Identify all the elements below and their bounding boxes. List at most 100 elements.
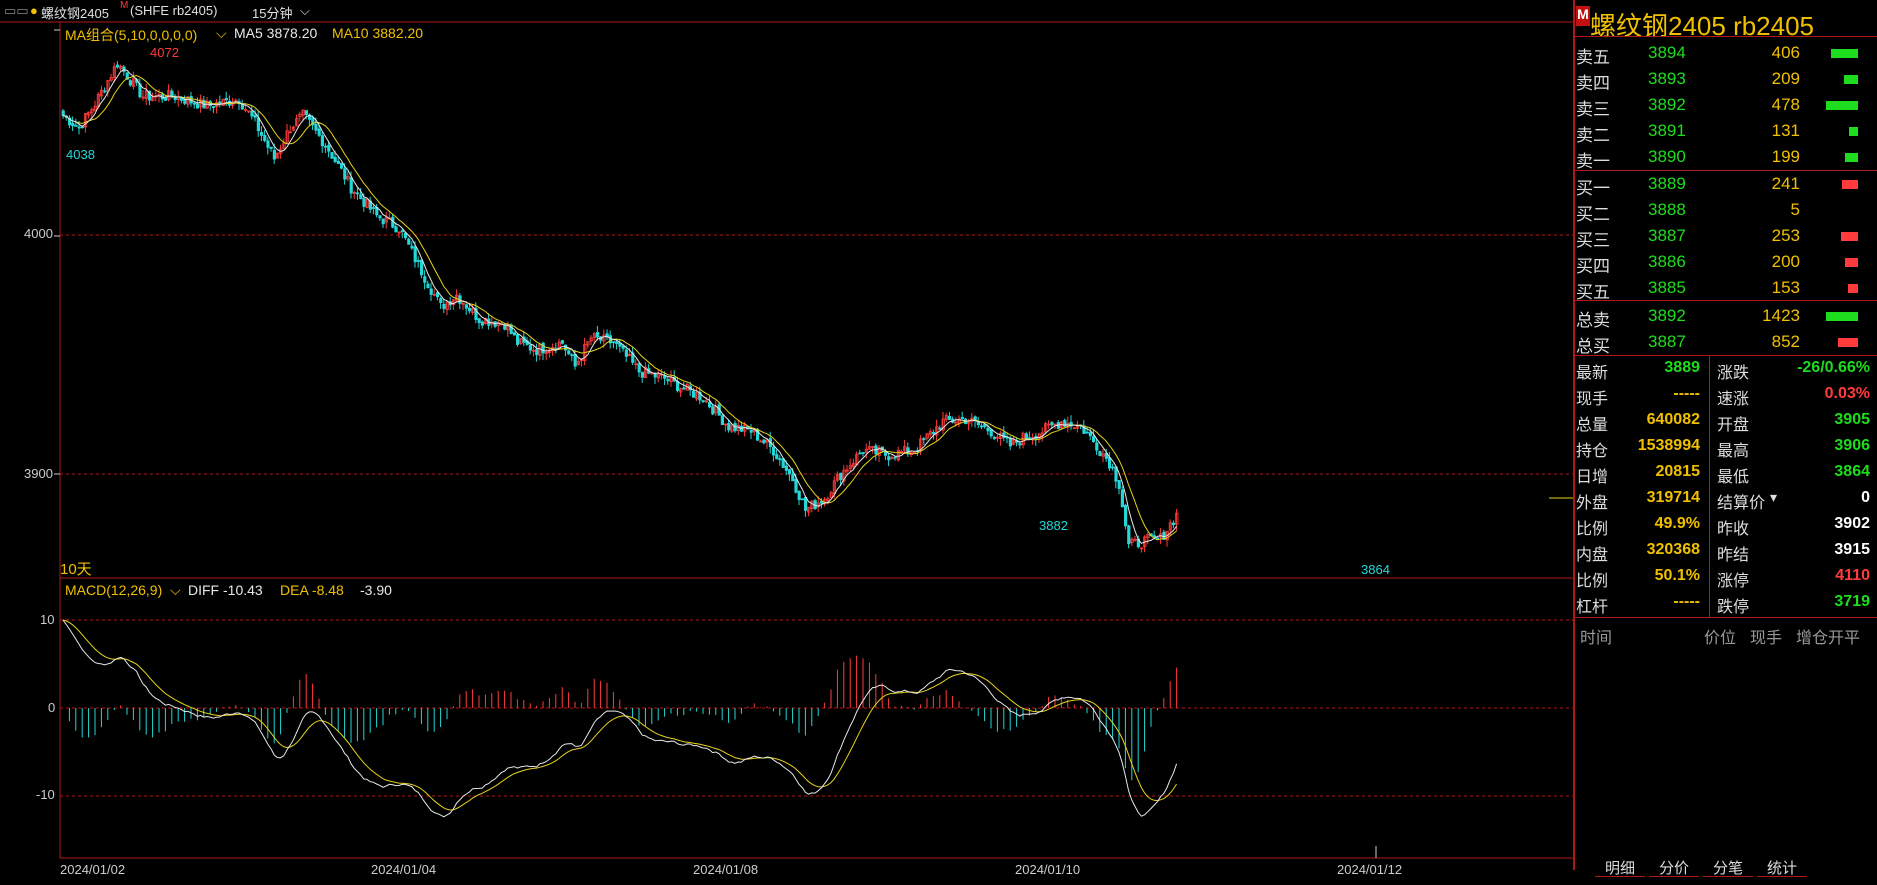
candle-body	[877, 447, 881, 456]
tab-tick[interactable]: 分笔	[1703, 857, 1753, 877]
macd-indicator-label[interactable]: MACD(12,26,9)	[65, 582, 163, 598]
ob-volume-bar	[1826, 101, 1858, 110]
candle-body	[1024, 433, 1028, 440]
candle-body	[541, 342, 545, 354]
candle-body	[471, 307, 475, 313]
stat-row: 比例 49.9% 昨收 3902	[1576, 512, 1874, 538]
annotation-low-right: 3864	[1361, 562, 1390, 577]
candle-body	[845, 469, 849, 472]
candle-body	[967, 421, 971, 425]
candle-body	[679, 388, 683, 393]
candle-body	[1092, 436, 1096, 442]
ob-volume: 406	[1771, 43, 1800, 62]
stat-value: 3889	[1664, 359, 1700, 376]
candle-body	[224, 98, 228, 101]
stat-row: 杠杆 ----- 跌停 3719	[1576, 590, 1874, 616]
candle-body	[362, 198, 366, 207]
bid-level-3[interactable]: 买三 3887 253	[1576, 223, 1874, 250]
candle-body	[1040, 432, 1044, 436]
tab-detail[interactable]: 明细	[1595, 857, 1645, 877]
candle-body	[644, 366, 648, 379]
bid-level-1[interactable]: 买一 3889 241	[1576, 171, 1874, 198]
stat-value: 3906	[1834, 437, 1870, 454]
chevron-down-icon[interactable]: ▾	[1770, 489, 1778, 505]
candle-body	[410, 245, 414, 249]
candle-body	[708, 401, 712, 408]
candle-body	[192, 102, 196, 105]
candle-body	[371, 207, 376, 209]
tab-price-distribution[interactable]: 分价	[1649, 857, 1699, 877]
ask-level-2[interactable]: 卖二 3891 131	[1576, 118, 1874, 145]
candle-body	[68, 117, 72, 126]
candle-body	[314, 123, 318, 131]
ob-volume: 253	[1771, 226, 1800, 245]
candle-body	[986, 427, 990, 432]
candle-body	[1028, 437, 1032, 440]
candle-body	[848, 465, 853, 470]
candle-body	[256, 117, 261, 132]
ob-volume-bar	[1831, 49, 1858, 58]
macd-y-label-10: 10	[40, 612, 55, 627]
market-mark-badge: M	[1576, 6, 1590, 26]
candle-body	[378, 215, 382, 219]
candle-body	[868, 446, 872, 450]
candle-body	[634, 363, 638, 366]
kline-chart-canvas[interactable]	[0, 0, 1573, 885]
candle-body	[128, 80, 132, 86]
candle-body	[938, 427, 942, 430]
stat-value: 20815	[1655, 463, 1701, 480]
candle-body	[288, 131, 293, 134]
candle-body	[922, 438, 926, 441]
candle-body	[1168, 522, 1172, 531]
ma-indicator-label[interactable]: MA组合(5,10,0,0,0,0)	[65, 27, 198, 43]
stat-label: 昨结	[1717, 547, 1750, 564]
ask-level-5[interactable]: 卖五 3894 406	[1576, 40, 1874, 67]
candle-body	[810, 500, 814, 510]
ask-level-4[interactable]: 卖四 3893 209	[1576, 66, 1874, 93]
stat-value: 50.1%	[1654, 567, 1700, 584]
annotation-high: 4072	[150, 45, 179, 60]
candle-body	[1152, 535, 1156, 538]
tab-statistics[interactable]: 统计	[1757, 857, 1807, 877]
candle-body	[61, 110, 65, 117]
candle-body	[1127, 525, 1131, 545]
chevron-down-icon[interactable]: ⌵	[216, 25, 227, 41]
candle-body	[503, 324, 507, 330]
ask-level-1[interactable]: 卖一 3890 199	[1576, 144, 1874, 171]
candle-body	[1175, 512, 1179, 525]
candle-body	[544, 351, 549, 354]
total-bid[interactable]: 总买 3887 852	[1576, 329, 1874, 356]
candle-body	[653, 373, 657, 378]
candle-body	[989, 429, 993, 437]
candle-body	[560, 340, 565, 344]
candle-body	[445, 301, 449, 310]
chevron-down-icon[interactable]: ⌵	[170, 582, 181, 598]
menu-icon[interactable]: ▭▭	[4, 3, 29, 18]
candle-body	[704, 400, 709, 403]
candle-body	[336, 160, 341, 164]
x-date-0102: 2024/01/02	[60, 862, 126, 877]
ob-label: 买五	[1576, 283, 1610, 302]
candle-body	[1053, 423, 1057, 426]
bid-level-5[interactable]: 买五 3885 153	[1576, 275, 1874, 302]
bid-level-4[interactable]: 买四 3886 200	[1576, 249, 1874, 276]
candle-body	[1063, 419, 1067, 427]
x-date-0112: 2024/01/12	[1337, 862, 1403, 877]
chevron-down-icon[interactable]: ⌵	[300, 3, 310, 18]
total-ask[interactable]: 总卖 3892 1423	[1576, 303, 1874, 330]
candle-body	[122, 66, 126, 72]
ob-price: 3887	[1648, 226, 1686, 245]
ob-volume-bar	[1838, 338, 1858, 347]
candle-body	[781, 458, 785, 468]
ob-volume: 852	[1771, 332, 1800, 351]
candle-body	[266, 140, 270, 148]
symbol-name[interactable]: 螺纹钢2405	[41, 6, 109, 21]
candle-body	[144, 90, 148, 99]
candle-body	[1072, 427, 1076, 430]
ask-level-3[interactable]: 卖三 3892 478	[1576, 92, 1874, 119]
candle-body	[596, 332, 600, 338]
bid-level-2[interactable]: 买二 3888 5	[1576, 197, 1874, 224]
stat-row: 比例 50.1% 涨停 4110	[1576, 564, 1874, 590]
period-selector[interactable]: 15分钟	[252, 6, 293, 21]
candle-body	[1047, 423, 1051, 426]
